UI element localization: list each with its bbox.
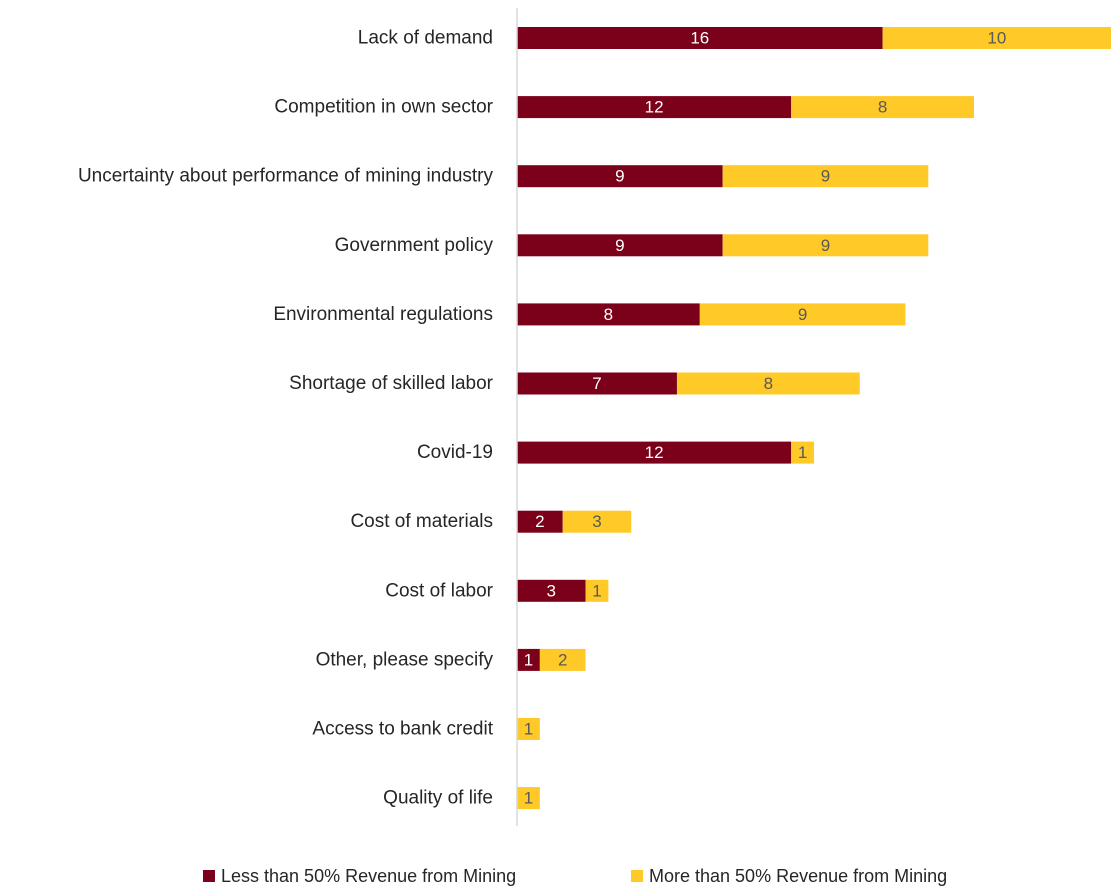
- data-label: 3: [592, 512, 601, 531]
- data-label: 1: [524, 720, 533, 739]
- data-label: 1: [798, 443, 807, 462]
- legend-label-series-1: Less than 50% Revenue from Mining: [221, 866, 516, 886]
- data-label: 7: [592, 374, 601, 393]
- data-label: 12: [645, 443, 664, 462]
- data-label: 2: [558, 650, 567, 669]
- data-label: 12: [645, 98, 664, 117]
- category-label: Government policy: [335, 235, 494, 256]
- data-label: 2: [535, 512, 544, 531]
- data-label: 8: [764, 374, 773, 393]
- bar-segment-series-2: [539, 648, 586, 671]
- category-label: Covid-19: [417, 442, 493, 463]
- data-label: 1: [524, 789, 533, 808]
- bar-segment-series-1: [517, 372, 677, 395]
- bar-segment-series-2: [722, 165, 929, 188]
- category-labels-layer: Lack of demand Competition in own sector U…: [78, 28, 494, 809]
- data-label: 10: [987, 29, 1006, 48]
- category-label: Competition in own sector: [274, 97, 493, 118]
- data-label: 3: [547, 581, 556, 600]
- bar-segment-series-2: [882, 27, 1111, 49]
- category-label: Quality of life: [383, 788, 493, 809]
- bar-segment-series-1: [517, 234, 723, 257]
- legend-swatch-series-1: [203, 870, 215, 882]
- legend: Less than 50% Revenue from Mining More th…: [203, 866, 947, 886]
- data-label: 9: [821, 167, 830, 186]
- category-label: Uncertainty about performance of mining …: [78, 166, 494, 187]
- category-label: Shortage of skilled labor: [289, 373, 494, 394]
- bar-segment-series-2: [562, 510, 632, 533]
- bar-segment-series-1: [517, 96, 792, 119]
- bar-segment-series-1: [517, 303, 700, 326]
- bar-segment-series-1: [517, 648, 540, 671]
- bar-segment-series-2: [676, 372, 860, 395]
- category-label: Other, please specify: [316, 649, 494, 670]
- bar-segment-series-2: [517, 718, 540, 740]
- bar-segment-series-1: [517, 441, 792, 464]
- bar-segment-series-1: [517, 165, 723, 188]
- bar-segment-series-2: [791, 441, 815, 464]
- bar-segment-series-1: [517, 579, 586, 602]
- data-label: 8: [604, 305, 613, 324]
- data-label: 9: [798, 305, 807, 324]
- data-label: 9: [615, 167, 624, 186]
- data-label: 8: [878, 98, 887, 117]
- data-label: 16: [690, 29, 709, 48]
- bar-segment-series-1: [517, 510, 563, 533]
- category-label: Environmental regulations: [273, 304, 493, 325]
- category-label: Cost of labor: [385, 580, 493, 601]
- data-label: 1: [592, 581, 601, 600]
- category-label: Cost of materials: [350, 511, 493, 532]
- bar-segment-series-2: [517, 787, 540, 810]
- data-label: 1: [524, 650, 533, 669]
- bar-segment-series-2: [791, 96, 974, 119]
- legend-label-series-2: More than 50% Revenue from Mining: [649, 866, 947, 886]
- data-label: 9: [821, 236, 830, 255]
- legend-swatch-series-2: [631, 870, 643, 882]
- bar-segment-series-2: [699, 303, 906, 326]
- bar-segment-series-1: [517, 27, 883, 49]
- category-label: Access to bank credit: [312, 719, 493, 740]
- category-label: Lack of demand: [358, 28, 493, 49]
- bar-segment-series-2: [722, 234, 929, 257]
- bar-segment-series-2: [585, 579, 609, 602]
- data-label: 9: [615, 236, 624, 255]
